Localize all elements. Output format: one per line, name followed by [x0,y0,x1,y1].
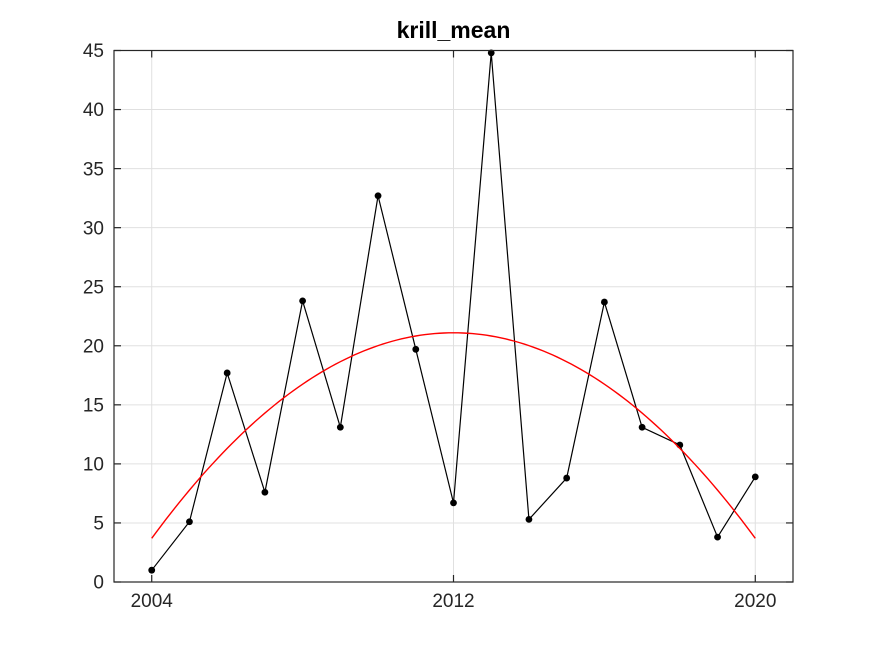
data-point-marker [299,297,307,305]
data-point-marker [261,488,269,496]
trend-line [151,332,756,539]
data-point-marker [487,49,495,57]
data-point-marker [751,473,759,481]
y-tick-label: 40 [83,100,104,121]
data-point-marker [412,345,420,353]
y-tick-label: 45 [83,41,104,62]
chart-title: krill_mean [397,17,511,43]
data-point-marker [374,192,382,200]
data-point-marker [714,533,721,541]
data-point-marker [563,474,571,482]
data-point-marker [186,518,193,526]
y-tick-label: 5 [93,514,104,535]
data-point-marker [600,298,608,306]
data-point-marker [450,499,457,507]
y-tick-label: 10 [83,455,104,476]
x-tick-label: 2004 [131,591,174,612]
data-point-marker [223,369,231,377]
axes-layer [113,49,794,583]
y-tick-label: 30 [83,218,104,239]
data-point-marker [148,566,156,574]
x-tick-label: 2012 [432,591,474,612]
data-point-marker [336,423,344,431]
data-point-marker [638,423,646,431]
data-layer [148,49,759,574]
y-tick-label: 20 [83,336,104,357]
y-tick-label: 35 [83,159,104,180]
y-tick-label: 0 [93,573,104,594]
label-layer: 0 5 10 15 20 25 30 35 40 45 2004 2012 2020 [83,41,777,612]
x-tick-label: 2020 [734,591,776,612]
data-point-marker [525,516,533,523]
y-tick-label: 15 [83,395,104,416]
y-tick-label: 25 [83,277,104,298]
